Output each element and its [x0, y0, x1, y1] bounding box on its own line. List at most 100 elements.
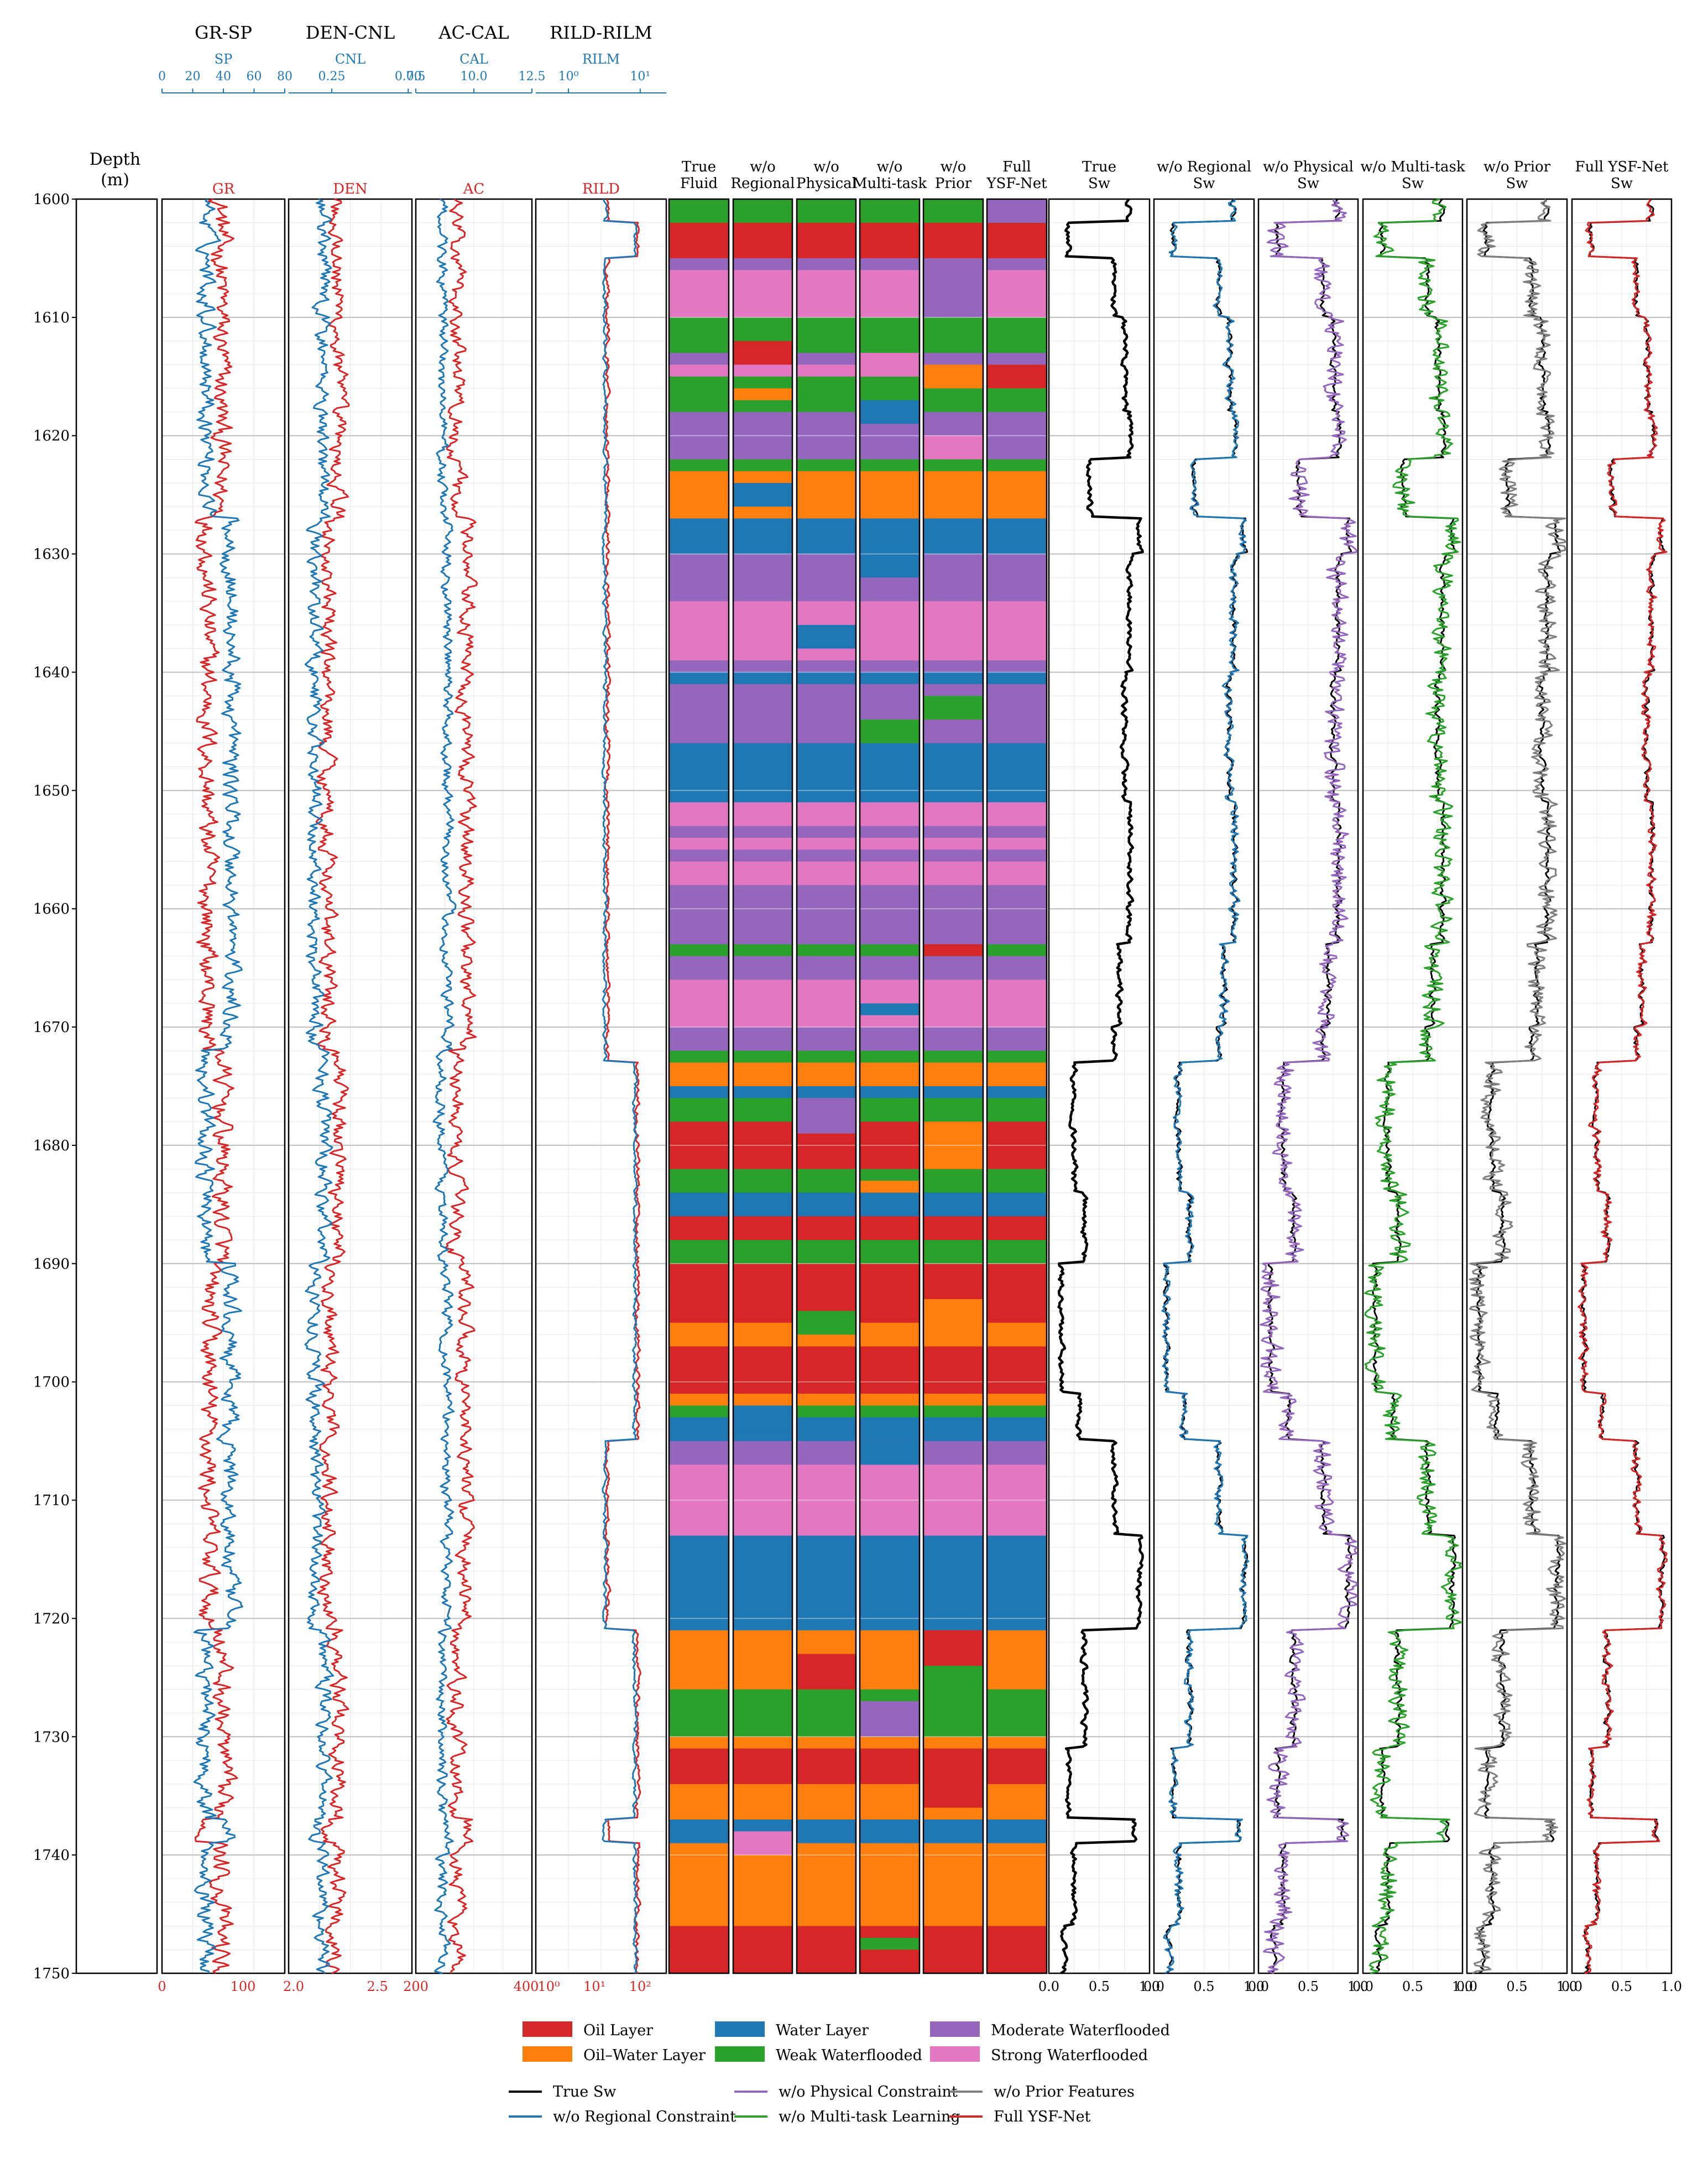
sw-tick-label: 0.0	[1561, 1979, 1582, 1994]
sw-tick-label: 0.5	[1611, 1979, 1632, 1994]
fluid-interval	[797, 353, 856, 366]
fluid-interval	[923, 1098, 983, 1122]
fluid-interval	[987, 944, 1047, 957]
fluid-interval	[987, 1417, 1047, 1442]
track-title: AC-CAL	[438, 22, 509, 43]
fluid-interval	[860, 1322, 920, 1347]
fluid-interval-pred	[860, 1003, 920, 1015]
fluid-interval	[923, 743, 983, 803]
fluid-interval	[860, 1405, 920, 1418]
fluid-interval	[860, 1784, 920, 1820]
fluid-interval	[669, 885, 729, 945]
fluid-interval	[987, 1441, 1047, 1465]
fluid-track-frame	[732, 198, 793, 1974]
sw-track-subtitle: Sw	[1611, 175, 1633, 192]
fluid-interval-pred	[860, 554, 920, 578]
fluid-interval	[923, 979, 983, 1028]
sw-curve-2	[1260, 199, 1358, 1974]
fluid-interval	[797, 1926, 856, 1974]
fluid-interval	[733, 802, 792, 827]
depth-tick-label: 1640	[33, 664, 70, 681]
fluid-interval	[733, 1169, 792, 1193]
fluid-interval	[860, 1263, 920, 1323]
fluid-interval	[923, 1441, 983, 1465]
primary-tick-label: 0	[158, 1979, 166, 1994]
fluid-interval	[669, 1086, 729, 1098]
sw-track-2	[1257, 198, 1359, 1974]
depth-tick-label: 1670	[33, 1019, 70, 1036]
depth-tick-label: 1680	[33, 1138, 70, 1154]
fluid-interval	[923, 554, 983, 602]
fluid-interval	[987, 471, 1047, 519]
secondary-tick-label: 80	[277, 70, 292, 84]
fluid-interval	[860, 376, 920, 389]
fluid-track-5	[986, 198, 1048, 1974]
fluid-interval	[733, 364, 792, 377]
fluid-interval	[987, 1748, 1047, 1785]
fluid-interval	[797, 376, 856, 389]
fluid-interval	[923, 1843, 983, 1927]
sw-track-0	[1048, 198, 1151, 1974]
fluid-interval	[797, 364, 856, 377]
fluid-interval	[923, 1027, 983, 1051]
fluid-interval-pred	[923, 944, 983, 956]
sw-tick-label: 0.5	[1193, 1979, 1214, 1994]
sw-track-subtitle: Sw	[1088, 175, 1110, 192]
legend-label: Weak Waterflooded	[776, 2047, 922, 2064]
fluid-interval-pred	[987, 364, 1047, 389]
legend-label: Strong Waterflooded	[991, 2047, 1148, 2064]
fluid-interval	[860, 1630, 920, 1690]
fluid-track-subtitle: Prior	[935, 175, 972, 192]
fluid-interval	[987, 1630, 1047, 1690]
fluid-interval	[797, 471, 856, 519]
legend-label: Moderate Waterflooded	[991, 2022, 1170, 2039]
fluid-interval-pred	[733, 1831, 792, 1855]
fluid-interval	[923, 1819, 983, 1844]
fluid-interval	[669, 1784, 729, 1820]
fluid-interval	[860, 1535, 920, 1631]
fluid-interval	[860, 199, 920, 223]
legend-swatch	[715, 2046, 765, 2062]
fluid-interval	[733, 376, 792, 389]
secondary-tick-label: 12.5	[519, 70, 546, 84]
fluid-interval	[860, 459, 920, 472]
depth-tick-label: 1740	[33, 1847, 70, 1864]
legend-label: Oil–Water Layer	[583, 2047, 706, 2064]
fluid-interval	[797, 459, 856, 472]
fluid-interval	[860, 1240, 920, 1264]
fluid-interval	[797, 684, 856, 744]
legend-label: Full YSF-Net	[994, 2108, 1091, 2125]
fluid-interval	[987, 270, 1047, 318]
sw-curve-4	[1469, 199, 1567, 1974]
fluid-interval	[987, 388, 1047, 413]
fluid-interval	[923, 1417, 983, 1442]
fluid-interval	[987, 1394, 1047, 1406]
fluid-interval	[669, 826, 729, 838]
primary-tick-label: 200	[403, 1979, 429, 1994]
fluid-interval	[797, 826, 856, 838]
fluid-interval	[987, 459, 1047, 472]
fluid-interval	[987, 1926, 1047, 1974]
fluid-interval	[733, 743, 792, 803]
secondary-curve-label: SP	[215, 51, 233, 67]
fluid-track-0	[668, 198, 730, 1974]
fluid-interval	[860, 1737, 920, 1749]
fluid-interval	[860, 849, 920, 862]
sw-tick-label: 1.0	[1244, 1979, 1265, 1994]
fluid-interval	[669, 353, 729, 366]
fluid-interval	[923, 1346, 983, 1394]
fluid-interval	[923, 459, 983, 472]
fluid-interval-pred	[797, 1098, 856, 1134]
fluid-interval	[669, 1748, 729, 1785]
fluid-interval	[669, 1169, 729, 1193]
fluid-interval	[733, 1748, 792, 1785]
fluid-track-title: w/o	[813, 159, 839, 175]
fluid-interval	[860, 861, 920, 886]
fluid-interval	[987, 1098, 1047, 1122]
fluid-interval	[669, 258, 729, 270]
depth-tick-label: 1730	[33, 1729, 70, 1745]
primary-tick-label: 100	[231, 1979, 256, 1994]
fluid-interval	[669, 861, 729, 886]
fluid-interval	[797, 518, 856, 555]
